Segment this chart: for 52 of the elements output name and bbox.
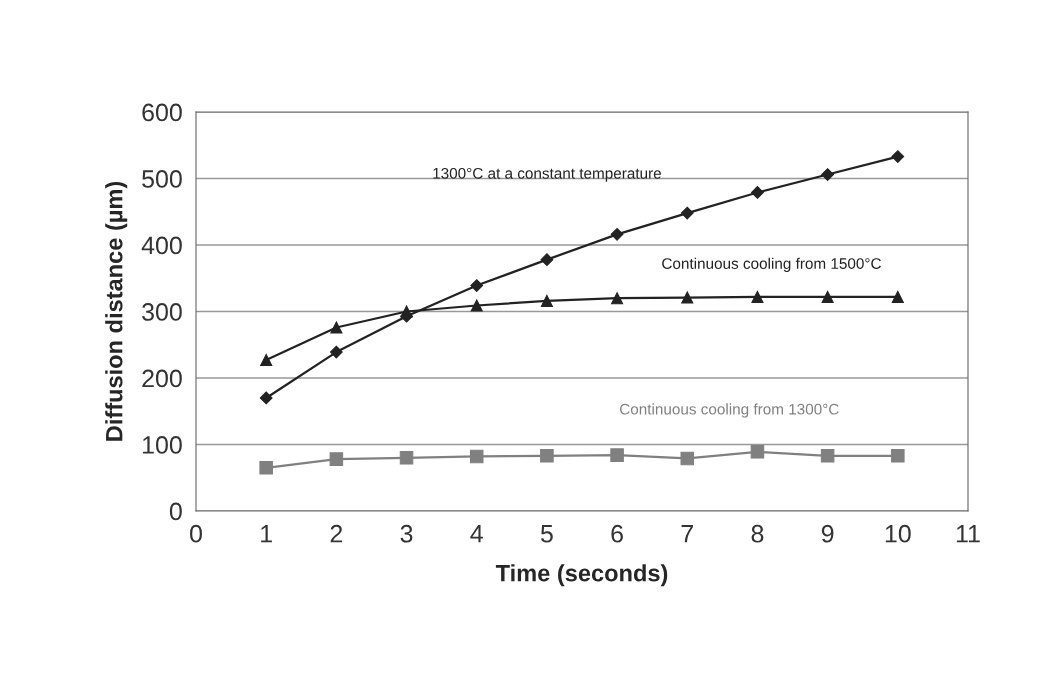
point: [330, 321, 343, 334]
point: [399, 451, 414, 465]
point: [610, 227, 624, 241]
x-tick-label: 2: [330, 524, 343, 543]
point: [329, 452, 344, 466]
point: [259, 461, 273, 475]
point: [680, 206, 694, 220]
x-tick-label: 6: [611, 524, 623, 543]
point: [820, 449, 835, 463]
x-tick-label: 9: [821, 524, 834, 543]
point: [329, 345, 343, 359]
point: [260, 353, 273, 367]
x-tick-label: 0: [190, 524, 202, 543]
point: [681, 291, 694, 304]
point: [611, 292, 624, 305]
series-label: Continuous cooling from 1500°C: [662, 257, 881, 272]
y-tick-label: 200: [142, 369, 182, 388]
point: [540, 253, 554, 267]
x-tick-label: 4: [470, 525, 483, 543]
x-tick-label: 11: [956, 525, 980, 543]
x-axis-title: Time (seconds): [495, 564, 668, 587]
point: [821, 168, 835, 181]
point: [540, 294, 553, 307]
x-tick-label: 1: [261, 525, 272, 543]
y-axis-title: Diffusion distance (µm): [105, 181, 128, 441]
point: [540, 449, 554, 463]
point: [470, 279, 484, 292]
point: [891, 449, 905, 463]
point: [469, 449, 484, 464]
y-tick-label: 0: [169, 502, 182, 521]
x-tick-label: 10: [885, 524, 911, 543]
x-tick-label: 5: [540, 525, 553, 543]
point: [750, 445, 765, 459]
y-tick-label: 100: [143, 436, 182, 454]
y-tick-label: 500: [142, 170, 182, 188]
point: [751, 290, 764, 303]
y-tick-label: 300: [142, 303, 182, 321]
x-tick-label: 3: [400, 524, 413, 543]
x-tick-label: 8: [751, 524, 764, 543]
point: [751, 186, 764, 199]
point: [259, 391, 273, 405]
x-tick-label: 7: [681, 525, 693, 543]
point: [470, 299, 483, 312]
point: [821, 290, 834, 303]
point: [610, 448, 624, 462]
point: [891, 150, 905, 163]
text: Continuous cooling from 1300°C: [619, 403, 839, 418]
point: [680, 451, 695, 466]
y-tick-label: 400: [141, 236, 182, 255]
y-tick-label: 600: [142, 103, 182, 122]
text: 1300°C at a constant temperature: [433, 167, 661, 182]
point: [891, 290, 904, 303]
